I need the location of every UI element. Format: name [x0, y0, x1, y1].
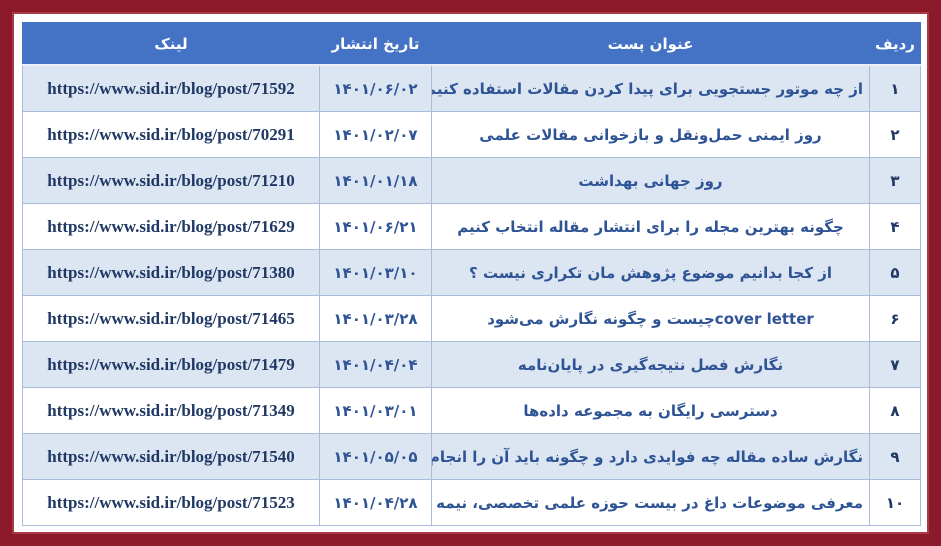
cell-publish-date: ۱۴۰۱/۰۶/۲۱: [319, 203, 432, 250]
table-row: ۶ cover letterچیست و چگونه نگارش می‌شود …: [22, 295, 921, 342]
table-row: ۴ چگونه بهترین مجله را برای انتشار مقاله…: [22, 203, 921, 250]
cell-row-number: ۸: [869, 387, 921, 434]
header-publish-date: تاریخ انتشار: [319, 22, 432, 66]
header-row-number: ردیف: [869, 22, 921, 66]
cell-post-title: دسترسی رایگان به مجموعه داده‌ها: [431, 387, 870, 434]
cell-post-title: cover letterچیست و چگونه نگارش می‌شود: [431, 295, 870, 342]
cell-publish-date: ۱۴۰۱/۰۴/۰۴: [319, 341, 432, 388]
cell-post-title: نگارش ساده مقاله چه فوایدی دارد و چگونه …: [431, 433, 870, 480]
cell-post-title: روز ایمنی حمل‌ونقل و بازخوانی مقالات علم…: [431, 111, 870, 158]
cell-publish-date: ۱۴۰۱/۰۵/۰۵: [319, 433, 432, 480]
table-row: ۱ از چه موتور جستجویی برای پیدا کردن مقا…: [22, 64, 921, 112]
cell-publish-date: ۱۴۰۱/۰۳/۲۸: [319, 295, 432, 342]
cell-row-number: ۶: [869, 295, 921, 342]
cell-publish-date: ۱۴۰۱/۰۳/۰۱: [319, 387, 432, 434]
blog-posts-table: ردیف عنوان پست تاریخ انتشار لینک ۱ از چه…: [22, 22, 921, 526]
table-row: ۳ روز جهانی بهداشت ۱۴۰۱/۰۱/۱۸ https://ww…: [22, 157, 921, 204]
cell-post-title: از چه موتور جستجویی برای پیدا کردن مقالا…: [431, 64, 870, 112]
cell-publish-date: ۱۴۰۱/۰۱/۱۸: [319, 157, 432, 204]
cell-post-title: معرفی موضوعات داغ در بیست حوزه علمی تخصص…: [431, 479, 870, 526]
cell-post-link[interactable]: https://www.sid.ir/blog/post/71523: [22, 479, 320, 526]
cell-publish-date: ۱۴۰۱/۰۴/۲۸: [319, 479, 432, 526]
cell-post-link[interactable]: https://www.sid.ir/blog/post/71210: [22, 157, 320, 204]
header-row: ردیف عنوان پست تاریخ انتشار لینک: [22, 22, 921, 66]
table-row: ۸ دسترسی رایگان به مجموعه داده‌ها ۱۴۰۱/۰…: [22, 387, 921, 434]
cell-post-link[interactable]: https://www.sid.ir/blog/post/71479: [22, 341, 320, 388]
cell-row-number: ۱: [869, 64, 921, 112]
cell-row-number: ۳: [869, 157, 921, 204]
cell-post-link[interactable]: https://www.sid.ir/blog/post/71592: [22, 64, 320, 112]
cell-post-title: نگارش فصل نتیجه‌گیری در پایان‌نامه: [431, 341, 870, 388]
cell-row-number: ۴: [869, 203, 921, 250]
cell-post-title: چگونه بهترین مجله را برای انتشار مقاله ا…: [431, 203, 870, 250]
cell-row-number: ۷: [869, 341, 921, 388]
cell-row-number: ۱۰: [869, 479, 921, 526]
table-row: ۱۰ معرفی موضوعات داغ در بیست حوزه علمی ت…: [22, 479, 921, 526]
cell-post-link[interactable]: https://www.sid.ir/blog/post/71349: [22, 387, 320, 434]
table-row: ۲ روز ایمنی حمل‌ونقل و بازخوانی مقالات ع…: [22, 111, 921, 158]
cell-post-link[interactable]: https://www.sid.ir/blog/post/71629: [22, 203, 320, 250]
table-row: ۹ نگارش ساده مقاله چه فوایدی دارد و چگون…: [22, 433, 921, 480]
table-row: ۷ نگارش فصل نتیجه‌گیری در پایان‌نامه ۱۴۰…: [22, 341, 921, 388]
cell-row-number: ۵: [869, 249, 921, 296]
cell-post-link[interactable]: https://www.sid.ir/blog/post/71380: [22, 249, 320, 296]
header-post-title: عنوان پست: [431, 22, 870, 66]
cell-post-link[interactable]: https://www.sid.ir/blog/post/70291: [22, 111, 320, 158]
cell-post-title: از کجا بدانیم موضوع پژوهش مان تکراری نیس…: [431, 249, 870, 296]
cell-post-title: روز جهانی بهداشت: [431, 157, 870, 204]
table-container: ردیف عنوان پست تاریخ انتشار لینک ۱ از چه…: [22, 22, 922, 526]
table-row: ۵ از کجا بدانیم موضوع پژوهش مان تکراری ن…: [22, 249, 921, 296]
cell-post-link[interactable]: https://www.sid.ir/blog/post/71465: [22, 295, 320, 342]
cell-row-number: ۲: [869, 111, 921, 158]
cell-publish-date: ۱۴۰۱/۰۶/۰۲: [319, 64, 432, 112]
cell-row-number: ۹: [869, 433, 921, 480]
cell-publish-date: ۱۴۰۱/۰۲/۰۷: [319, 111, 432, 158]
cell-publish-date: ۱۴۰۱/۰۳/۱۰: [319, 249, 432, 296]
cell-post-link[interactable]: https://www.sid.ir/blog/post/71540: [22, 433, 320, 480]
header-link: لینک: [22, 22, 320, 66]
